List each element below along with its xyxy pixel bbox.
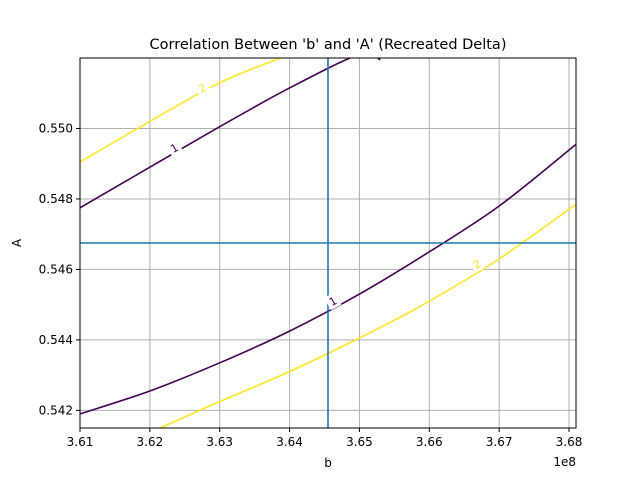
contour-label-background bbox=[193, 78, 211, 97]
x-axis-offset-label: 1e8 bbox=[553, 455, 576, 469]
contour-labels: 1 1 2 2 bbox=[165, 78, 486, 311]
contour-line-level-2 bbox=[160, 203, 576, 428]
x-tick-label: 3.68 bbox=[556, 435, 583, 449]
contour-label-group: 1 bbox=[324, 292, 342, 311]
y-axis-label: A bbox=[10, 238, 24, 247]
chart-title: Correlation Between 'b' and 'A' (Recreat… bbox=[150, 37, 507, 53]
plot-frame bbox=[79, 57, 577, 429]
x-axis-ticks: 3.61 3.62 3.63 3.64 3.65 3.66 3.67 3.68 bbox=[67, 428, 583, 449]
reference-lines bbox=[80, 58, 576, 428]
contour-label-group: 2 bbox=[468, 255, 486, 274]
y-tick-label: 0.542 bbox=[39, 403, 73, 417]
x-tick-label: 3.62 bbox=[136, 435, 163, 449]
y-axis-ticks: 0.542 0.544 0.546 0.548 0.550 bbox=[39, 121, 80, 417]
y-tick-label: 0.548 bbox=[39, 192, 73, 206]
contour-label-background bbox=[468, 255, 486, 274]
x-tick-label: 3.66 bbox=[416, 435, 443, 449]
contour-label-background bbox=[324, 292, 342, 311]
contour-label-group: 2 bbox=[193, 78, 211, 97]
x-tick-label: 3.63 bbox=[206, 435, 233, 449]
y-tick-label: 0.550 bbox=[39, 121, 73, 135]
contour-label-background bbox=[165, 138, 184, 157]
x-tick-label: 3.67 bbox=[486, 435, 513, 449]
contour-line-level-1 bbox=[80, 58, 381, 209]
y-tick-label: 0.546 bbox=[39, 262, 73, 276]
x-tick-label: 3.65 bbox=[346, 435, 373, 449]
x-axis-label: b bbox=[324, 456, 332, 470]
y-tick-label: 0.544 bbox=[39, 333, 73, 347]
x-tick-label: 3.64 bbox=[276, 435, 303, 449]
contour-label-group: 1 bbox=[165, 138, 184, 157]
contour-line-level-2 bbox=[80, 58, 283, 163]
x-tick-label: 3.61 bbox=[67, 435, 94, 449]
